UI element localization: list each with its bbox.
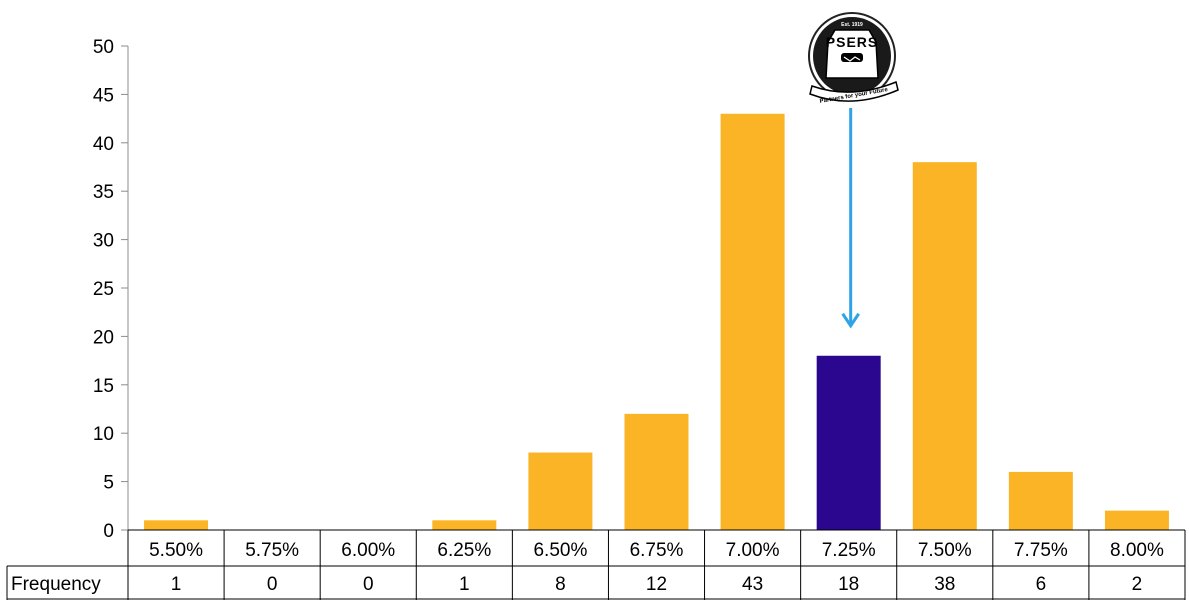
y-tick-label: 40 <box>93 134 114 155</box>
bar <box>1008 471 1073 530</box>
highlight-arrow <box>841 108 860 329</box>
y-tick-label: 0 <box>103 521 114 542</box>
bar <box>624 413 689 530</box>
table-value-cell: 1 <box>171 574 182 595</box>
table-value-cell: 6 <box>1036 574 1047 595</box>
x-tick-label: 6.50% <box>533 540 587 561</box>
x-tick-label: 5.50% <box>149 540 203 561</box>
y-tick-label: 45 <box>93 85 114 106</box>
y-tick-label: 30 <box>93 231 114 252</box>
table-value-cell: 0 <box>267 574 278 595</box>
x-tick-label: 7.50% <box>918 540 972 561</box>
table-value-cell: 2 <box>1132 574 1143 595</box>
y-axis: 0 5 10 15 20 25 30 35 40 45 50 <box>93 37 129 542</box>
y-tick-label: 15 <box>93 376 114 397</box>
handshake-icon <box>841 53 863 62</box>
bar <box>432 520 497 530</box>
bar <box>720 113 785 530</box>
bar <box>1104 510 1169 530</box>
table-value-cell: 18 <box>838 574 859 595</box>
data-table: Frequency 5.50% 1 5.75% 0 6.00% 0 6.25% 1 6.50% 8 6… <box>6 529 1186 600</box>
y-tick-label: 35 <box>93 182 114 203</box>
table-value-cell: 43 <box>742 574 763 595</box>
table-value-cell: 12 <box>646 574 667 595</box>
x-tick-label: 7.25% <box>822 540 876 561</box>
x-tick-label: 6.75% <box>630 540 684 561</box>
x-tick-label: 6.25% <box>437 540 491 561</box>
x-tick-label: 7.00% <box>726 540 780 561</box>
bar <box>912 162 977 530</box>
y-tick-label: 5 <box>103 473 114 494</box>
x-tick-label: 6.00% <box>341 540 395 561</box>
psers-logo: Est. 1919 PSERS Partners for your Future <box>808 12 899 105</box>
x-tick-label: 7.75% <box>1014 540 1068 561</box>
bar <box>144 520 209 530</box>
y-tick-label: 10 <box>93 424 114 445</box>
bars <box>144 113 1169 530</box>
y-tick-label: 25 <box>93 279 114 300</box>
x-tick-label: 8.00% <box>1110 540 1164 561</box>
y-tick-label: 20 <box>93 327 114 348</box>
logo-top-text: Est. 1919 <box>841 22 863 28</box>
table-value-cell: 1 <box>459 574 470 595</box>
bar <box>816 355 881 530</box>
arrow-head <box>841 312 860 329</box>
logo-name: PSERS <box>826 34 878 50</box>
table-value-cell: 38 <box>934 574 955 595</box>
x-tick-label: 5.75% <box>245 540 299 561</box>
bar <box>528 452 593 530</box>
table-value-cell: 8 <box>555 574 566 595</box>
table-value-cell: 0 <box>363 574 374 595</box>
y-tick-label: 50 <box>93 37 114 58</box>
table-series-label: Frequency <box>11 574 101 595</box>
